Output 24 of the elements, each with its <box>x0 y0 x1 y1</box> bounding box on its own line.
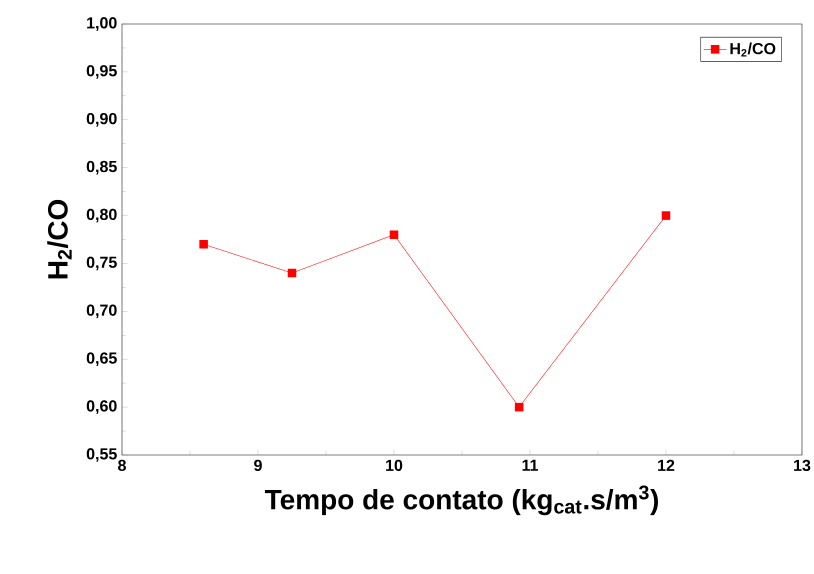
x-tick-label: 11 <box>522 460 538 471</box>
y-tick-label: 0,80 <box>86 208 117 222</box>
x-axis-title: Tempo de contato (kg$_{cat}$.s/m$^{3}$) <box>264 486 658 516</box>
x-tick-label: 12 <box>658 460 674 471</box>
y-tick-label: 1,00 <box>87 17 117 31</box>
y-tick-label: 0,60 <box>86 400 117 414</box>
y-axis-title: H$_{2}$/CO <box>47 200 72 278</box>
y-tick-label: 0,75 <box>86 256 117 270</box>
y-tick-label: 0,70 <box>86 304 117 318</box>
y-tick-label: 0,65 <box>86 352 117 366</box>
x-tick-label: 8 <box>118 460 126 472</box>
y-tick-label: 0,85 <box>86 160 117 174</box>
x-tick-label: 9 <box>254 460 262 472</box>
y-tick-label: 0,55 <box>86 448 117 462</box>
point <box>288 268 296 278</box>
point <box>390 230 398 239</box>
x-tick-label: 10 <box>386 460 402 472</box>
legend-label: H$_{2}$/CO <box>730 42 776 57</box>
point <box>514 402 524 412</box>
point <box>199 240 208 249</box>
y-tick-label: 0,95 <box>86 65 117 79</box>
x-tick-label: 13 <box>794 460 810 472</box>
y-tick-label: 0,90 <box>86 112 117 127</box>
point <box>662 211 670 220</box>
